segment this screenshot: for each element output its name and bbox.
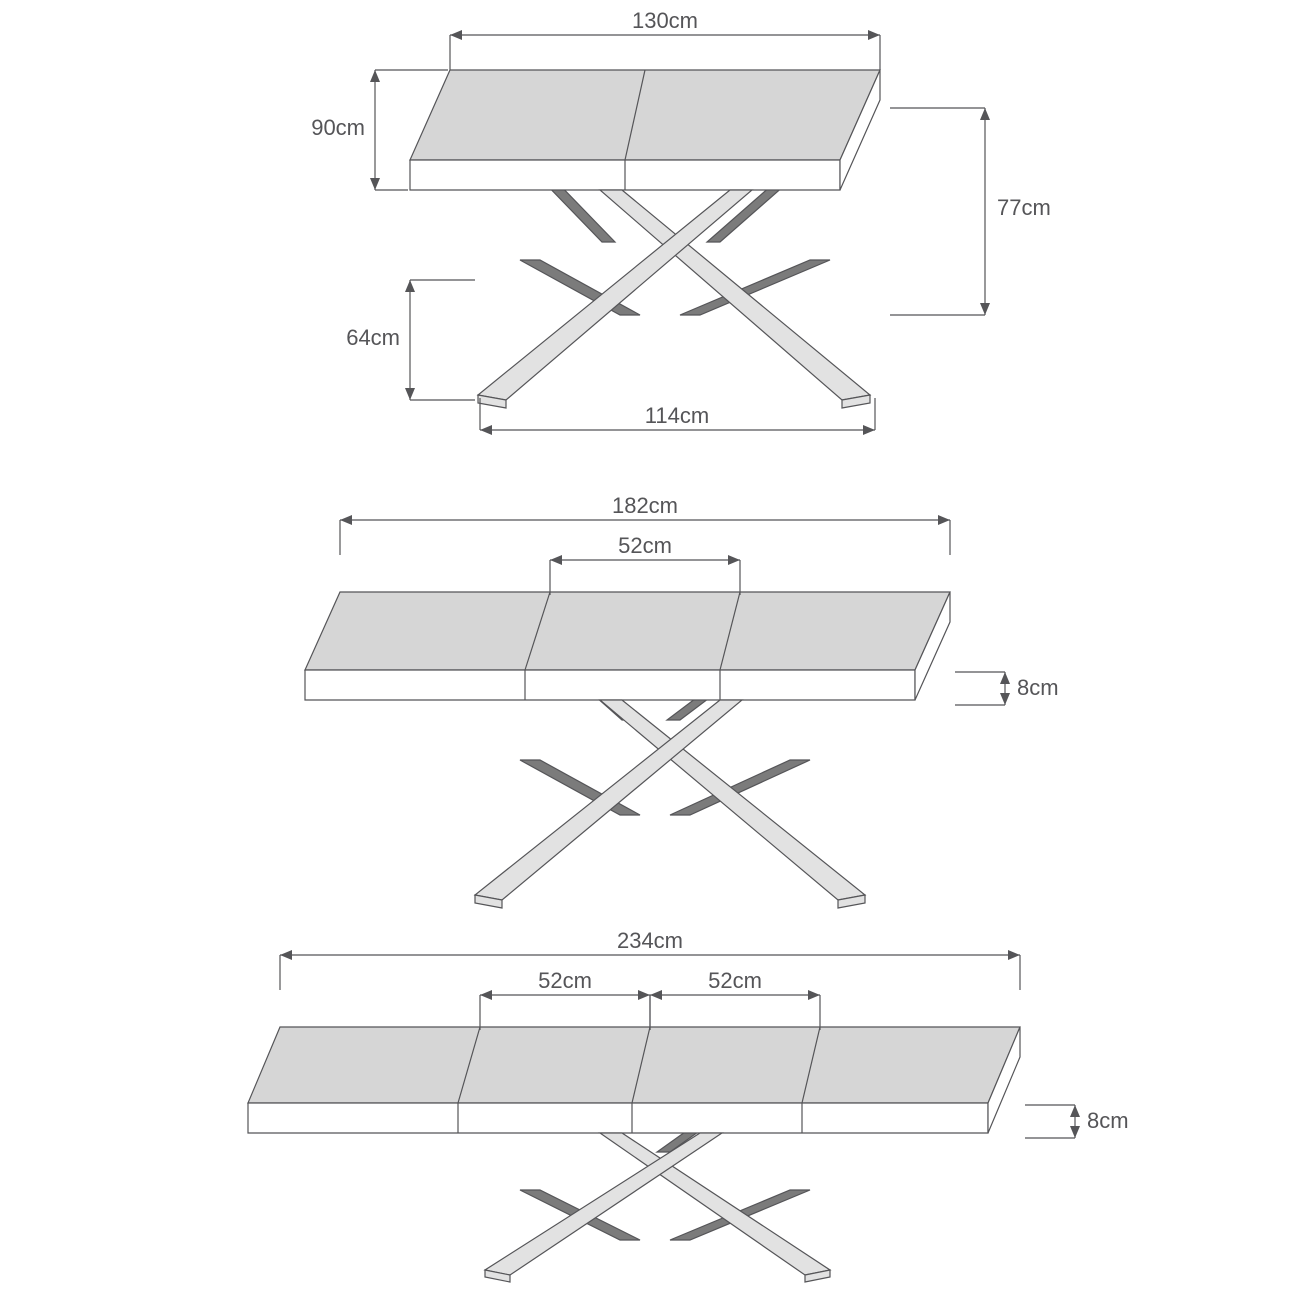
dim-label: 64cm: [346, 325, 400, 350]
dim-base-114: 114cm: [480, 398, 875, 435]
front-edge: [305, 670, 915, 700]
dim-width-130: 130cm: [450, 8, 880, 70]
legs-front: [475, 700, 865, 908]
dim-leaf-52a: 52cm: [480, 968, 650, 1030]
dim-leaf-52: 52cm: [550, 533, 740, 595]
dim-thick-8b: 8cm: [1025, 1105, 1129, 1138]
dim-label: 77cm: [997, 195, 1051, 220]
dim-label: 90cm: [311, 115, 365, 140]
table-two-leaves: [248, 1027, 1020, 1282]
dim-label: 234cm: [617, 928, 683, 953]
dim-leg-64: 64cm: [346, 280, 475, 400]
dim-label: 8cm: [1017, 675, 1059, 700]
dim-label: 114cm: [645, 403, 709, 428]
dim-leaf-52b: 52cm: [650, 968, 820, 1030]
legs-front: [485, 1133, 830, 1282]
legs-front: [478, 190, 870, 408]
dim-height-77: 77cm: [890, 108, 1051, 315]
dim-label: 130cm: [632, 8, 698, 33]
front-edge: [248, 1103, 988, 1133]
dim-label: 182cm: [612, 493, 678, 518]
dim-label: 8cm: [1087, 1108, 1129, 1133]
dim-label: 52cm: [708, 968, 762, 993]
table-one-leaf: [305, 592, 950, 908]
top-face: [248, 1027, 1020, 1103]
dim-width-234: 234cm: [280, 928, 1020, 990]
dim-thick-8: 8cm: [955, 672, 1059, 705]
dim-label: 52cm: [618, 533, 672, 558]
table-closed: [410, 70, 880, 408]
top-face: [410, 70, 880, 160]
dim-label: 52cm: [538, 968, 592, 993]
top-face: [305, 592, 950, 670]
